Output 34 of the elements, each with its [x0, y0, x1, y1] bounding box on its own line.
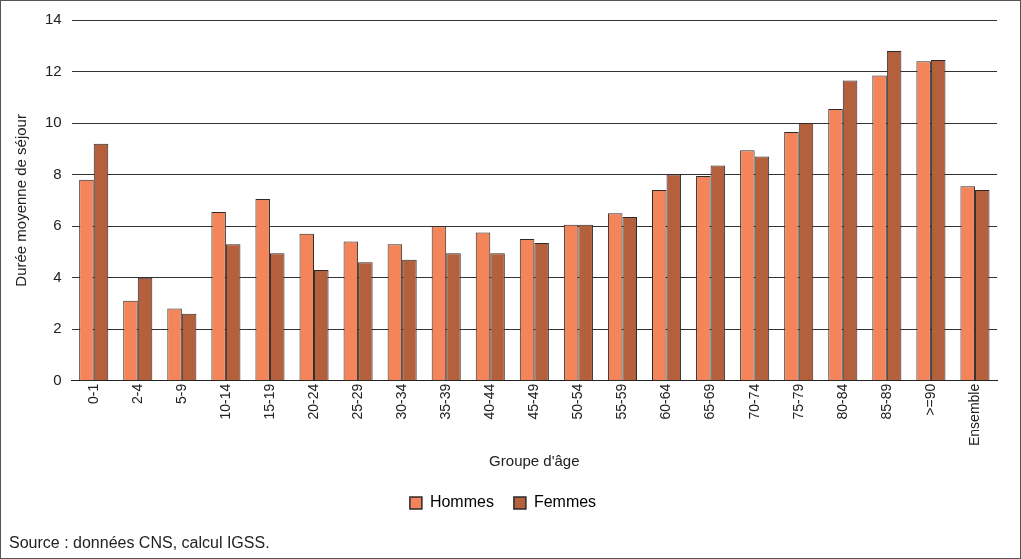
x-tick-label: 85-89	[877, 383, 894, 420]
y-axis-title: Durée moyenne de séjour	[12, 114, 30, 287]
y-tick-label: 14	[45, 10, 62, 28]
x-tick-label: 20-24	[304, 383, 321, 420]
x-tick-label: 80-84	[833, 383, 850, 420]
x-tick-label: 0-1	[84, 383, 101, 404]
x-tick-label: 30-34	[393, 383, 410, 420]
legend-label: Femmes	[533, 493, 597, 511]
x-tick-label: 15-19	[260, 383, 277, 420]
x-tick-label: 75-79	[789, 383, 806, 420]
legend-label: Hommes	[429, 493, 494, 511]
x-tick-label: 45-49	[525, 383, 542, 420]
x-tick-label: >=90	[921, 383, 938, 416]
y-tick-label: 0	[53, 370, 62, 388]
x-tick-label: 70-74	[745, 383, 762, 420]
x-tick-label: Ensemble	[965, 383, 982, 447]
x-tick-label: 55-59	[613, 383, 630, 420]
y-tick-label: 4	[53, 267, 62, 285]
y-tick-label: 8	[53, 164, 62, 182]
x-tick-label: 2-4	[128, 383, 145, 404]
x-tick-label: 65-69	[701, 383, 718, 420]
x-axis-title: Groupe d'âge	[489, 452, 580, 470]
x-tick-label: 60-64	[657, 383, 674, 420]
x-tick-label: 35-39	[437, 383, 454, 420]
x-tick-label: 40-44	[481, 383, 498, 420]
x-tick-label: 10-14	[216, 383, 233, 420]
y-tick-label: 2	[53, 319, 62, 337]
x-tick-label: 50-54	[569, 383, 586, 420]
x-tick-label: 5-9	[172, 383, 189, 404]
x-tick-label: 25-29	[348, 383, 365, 420]
y-tick-label: 10	[45, 113, 62, 131]
source-note: Source : données CNS, calcul IGSS.	[9, 534, 270, 552]
y-tick-label: 6	[53, 216, 62, 234]
y-tick-label: 12	[45, 61, 62, 79]
